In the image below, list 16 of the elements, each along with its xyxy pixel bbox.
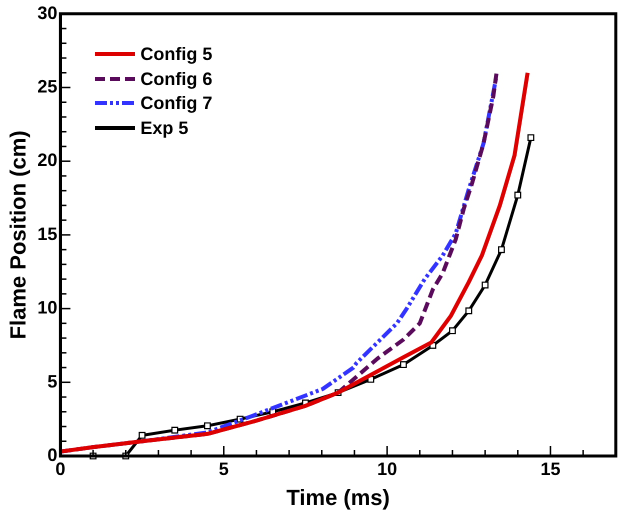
x-axis-title: Time (ms)	[286, 484, 390, 510]
legend-label: Config 5	[140, 43, 212, 66]
y-tick-label: 30	[37, 2, 58, 23]
y-tick-label: 20	[37, 150, 58, 170]
y-axis-title: Flame Position (cm)	[5, 130, 30, 340]
x-tick-label: 10	[377, 458, 398, 479]
legend-label: Exp 5	[140, 116, 188, 140]
x-tick-label: 15	[540, 458, 560, 479]
y-tick-label: 0	[47, 444, 58, 465]
legend-label: Config 7	[140, 92, 212, 116]
y-tick-label: 10	[37, 298, 58, 318]
legend-label: Config 6	[140, 68, 212, 91]
y-tick-label: 5	[47, 371, 58, 392]
y-tick-label: 15	[37, 224, 58, 244]
x-tick-label: 5	[218, 458, 229, 479]
y-tick-label: 25	[37, 76, 58, 96]
